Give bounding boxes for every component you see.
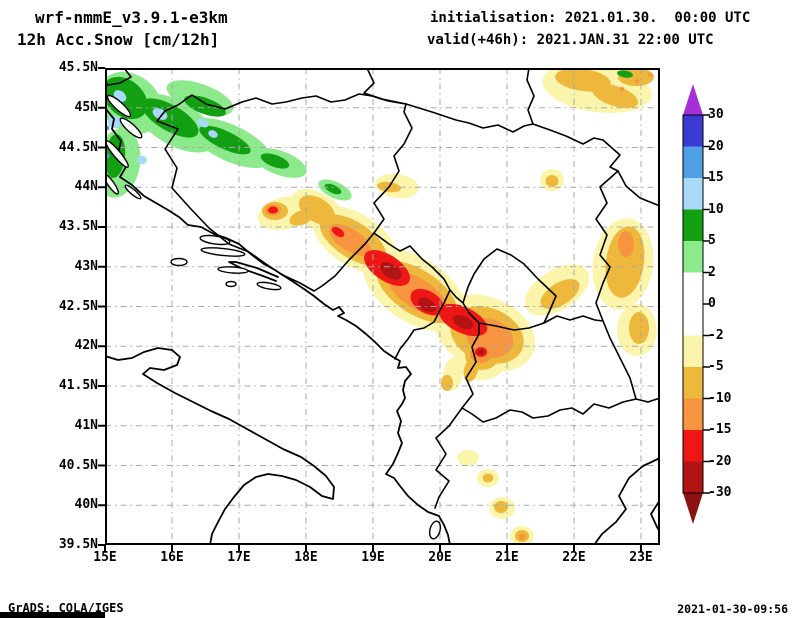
colorbar-arrow-bottom bbox=[683, 493, 703, 524]
colorbar-tick-label: 0 bbox=[708, 296, 716, 311]
lat-tick-label: 44.5N bbox=[58, 139, 98, 155]
lon-tick-label: 16E bbox=[160, 550, 184, 565]
lon-tick-label: 15E bbox=[93, 550, 117, 565]
lat-tick-label: 42N bbox=[74, 338, 98, 354]
lon-tick-label: 19E bbox=[361, 550, 385, 565]
lat-tick-label: 40N bbox=[74, 497, 98, 513]
bottom-left-bar bbox=[0, 612, 105, 618]
lon-tick-label: 18E bbox=[294, 550, 318, 565]
colorbar-tick-label: -10 bbox=[708, 390, 732, 406]
colorbar-tick-label: 30 bbox=[708, 107, 724, 122]
weather-map bbox=[98, 67, 660, 552]
map-frame bbox=[105, 68, 660, 545]
lon-tick-label: 21E bbox=[495, 550, 519, 565]
lat-tick-label: 43N bbox=[74, 258, 98, 274]
colorbar-tick-label: -15 bbox=[708, 422, 732, 437]
islands bbox=[105, 94, 442, 540]
axis-ticks bbox=[98, 67, 642, 552]
colorbar-tick-label: -30 bbox=[708, 485, 732, 500]
lat-tick-label: 45N bbox=[74, 99, 98, 115]
colorbar-tick-label: -2 bbox=[708, 327, 724, 343]
colorbar bbox=[682, 84, 710, 524]
colorbar-ticks bbox=[703, 114, 710, 494]
init-time: initialisation: 2021.01.30. 00:00 UTC bbox=[430, 10, 751, 26]
grads-credit: GrADS: COLA/IGES bbox=[8, 601, 124, 615]
colorbar-segments bbox=[683, 115, 703, 493]
colorbar-tick-label: 10 bbox=[708, 201, 724, 217]
colorbar-tick-label: 20 bbox=[708, 138, 724, 154]
model-title: wrf-nmmE_v3.9.1-e3km bbox=[35, 8, 228, 27]
lat-tick-label: 41.5N bbox=[58, 378, 98, 393]
colorbar-tick-label: -20 bbox=[708, 453, 732, 469]
product-title: 12h Acc.Snow [cm/12h] bbox=[17, 30, 220, 49]
lon-tick-label: 17E bbox=[227, 550, 251, 565]
grid-lines bbox=[105, 68, 660, 545]
lon-tick-label: 23E bbox=[629, 550, 653, 565]
lat-tick-label: 39.5N bbox=[58, 537, 98, 552]
shading-light-blue bbox=[108, 90, 218, 164]
creation-timestamp: 2021-01-30-09:56 bbox=[677, 602, 788, 616]
colorbar-tick-label: 2 bbox=[708, 264, 716, 280]
colorbar-tick-label: 15 bbox=[708, 170, 724, 185]
valid-time: valid(+46h): 2021.JAN.31 22:00 UTC bbox=[427, 32, 714, 48]
lon-tick-label: 22E bbox=[562, 550, 586, 565]
lat-tick-label: 45.5N bbox=[58, 60, 98, 75]
shading-pale-yellow bbox=[257, 68, 657, 545]
colorbar-tick-label: -5 bbox=[708, 359, 724, 374]
lat-tick-label: 40.5N bbox=[58, 457, 98, 473]
country-borders bbox=[105, 68, 660, 509]
lat-tick-label: 41N bbox=[74, 417, 98, 433]
colorbar-tick-label: 5 bbox=[708, 233, 716, 248]
lat-tick-label: 44N bbox=[74, 179, 98, 195]
lat-tick-label: 42.5N bbox=[58, 298, 98, 314]
lon-tick-label: 20E bbox=[428, 550, 452, 565]
lat-tick-label: 43.5N bbox=[58, 219, 98, 234]
coastlines bbox=[105, 107, 660, 545]
colorbar-arrow-top bbox=[683, 84, 703, 115]
